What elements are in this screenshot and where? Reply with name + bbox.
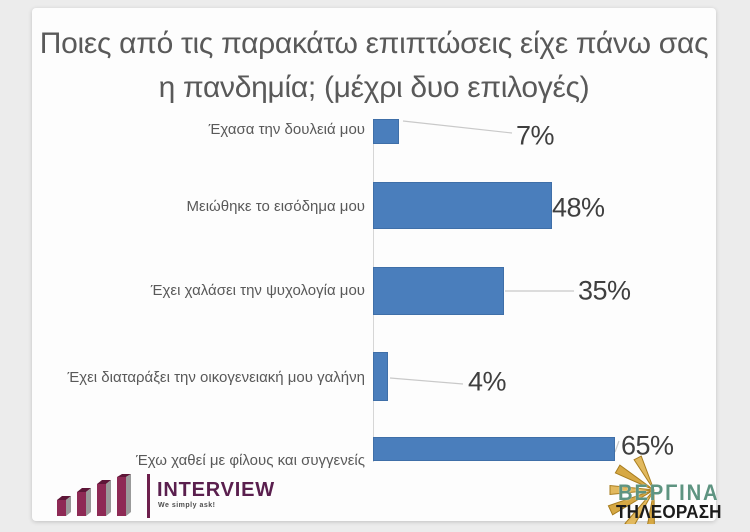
bar-3 [373, 267, 504, 315]
interview-logo-text: INTERVIEW [157, 479, 275, 501]
category-label: Έχει χαλάσει την ψυχολογία μου [150, 282, 365, 299]
chart-card [32, 8, 716, 521]
category-label: Έχασα την δουλειά μου [208, 121, 365, 138]
category-label: Έχει διαταράξει την οικογενειακή μου γαλ… [67, 369, 365, 386]
chart-title-line2: η πανδημία; (μέχρι δυο επιλογές) [158, 71, 590, 104]
bar-chart-icon [57, 474, 131, 516]
logo-divider [147, 474, 150, 518]
interview-tagline: We simply ask! [158, 502, 216, 509]
vergina-logo-text: ΒΕΡΓΙΝΑ [618, 480, 720, 505]
category-label: Έχω χαθεί με φίλους και συγγενείς [136, 452, 365, 469]
vergina-logo-subtitle: ΤΗΛΕΟΡΑΣΗ [616, 502, 722, 522]
value-label: 4% [468, 366, 507, 397]
vergina-tv-logo: ΒΕΡΓΙΝΑ ΤΗΛΕΟΡΑΣΗ [588, 432, 722, 524]
sun-rays-icon [607, 455, 655, 524]
value-label: 48% [552, 192, 605, 223]
value-label: 7% [516, 120, 555, 151]
bar-5 [373, 437, 615, 461]
interview-logo: INTERVIEW We simply ask! [55, 472, 274, 520]
bar-1 [373, 119, 399, 144]
chart-title-line1: Ποιες από τις παρακάτω επιπτώσεις είχε π… [39, 27, 709, 60]
chart-title: Ποιες από τις παρακάτω επιπτώσεις είχε π… [32, 22, 716, 110]
category-label: Μειώθηκε το εισόδημα μου [186, 198, 365, 215]
value-label: 35% [578, 275, 631, 306]
bar-4 [373, 352, 388, 401]
bar-2 [373, 182, 552, 229]
value-label: 65% [621, 430, 674, 461]
